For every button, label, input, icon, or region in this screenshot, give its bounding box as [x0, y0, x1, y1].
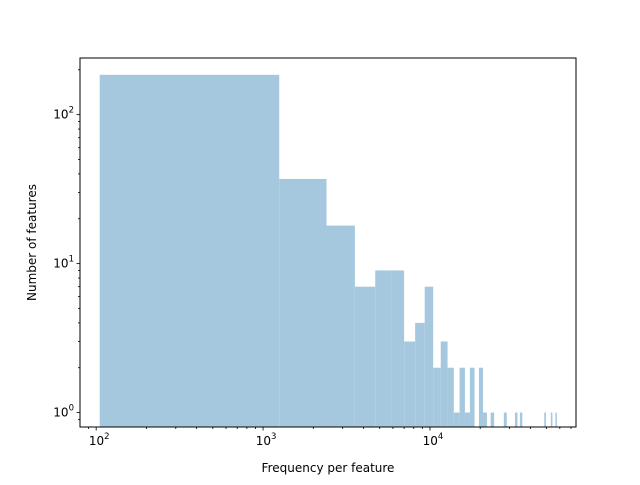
- histogram-bar: [490, 412, 495, 427]
- y-tick-label: 102: [53, 106, 74, 122]
- x-axis-title: Frequency per feature: [262, 461, 395, 475]
- x-axis-ticks: 102 103 104: [88, 427, 572, 448]
- histogram-bar: [555, 412, 557, 427]
- histogram-bar: [464, 412, 470, 427]
- histogram-bar: [440, 341, 448, 427]
- histogram-bar: [544, 412, 546, 427]
- y-axis-title: Number of features: [25, 184, 39, 301]
- x-tick-label: 103: [256, 432, 277, 448]
- histogram-bar: [447, 367, 454, 427]
- histogram-bar: [424, 286, 434, 427]
- histogram-bar: [404, 341, 416, 427]
- histogram-bar: [550, 412, 553, 427]
- histogram-bar: [279, 178, 327, 427]
- y-axis-ticks: 100 101 102: [53, 69, 80, 420]
- y-tick-label: 101: [53, 255, 74, 271]
- histogram-bar: [433, 367, 441, 427]
- histogram-bar: [326, 225, 355, 427]
- histogram-bar: [354, 286, 376, 427]
- histogram-bar: [478, 367, 484, 427]
- x-tick-label: 104: [423, 432, 444, 448]
- histogram-bars: [99, 74, 557, 427]
- y-tick-label: 100: [53, 404, 74, 420]
- axes-frame: [79, 57, 577, 428]
- histogram-bar: [514, 412, 518, 427]
- histogram-bar: [99, 74, 280, 427]
- histogram-bar: [375, 270, 392, 427]
- histogram-bar: [453, 412, 460, 427]
- histogram-bar: [469, 367, 475, 427]
- histogram-bar: [483, 412, 487, 427]
- histogram-bar: [391, 270, 405, 427]
- histogram-bar: [415, 322, 425, 427]
- histogram-bar: [503, 412, 507, 427]
- histogram-bar: [519, 412, 523, 427]
- histogram-bar: [459, 367, 465, 427]
- x-tick-label: 102: [89, 432, 110, 448]
